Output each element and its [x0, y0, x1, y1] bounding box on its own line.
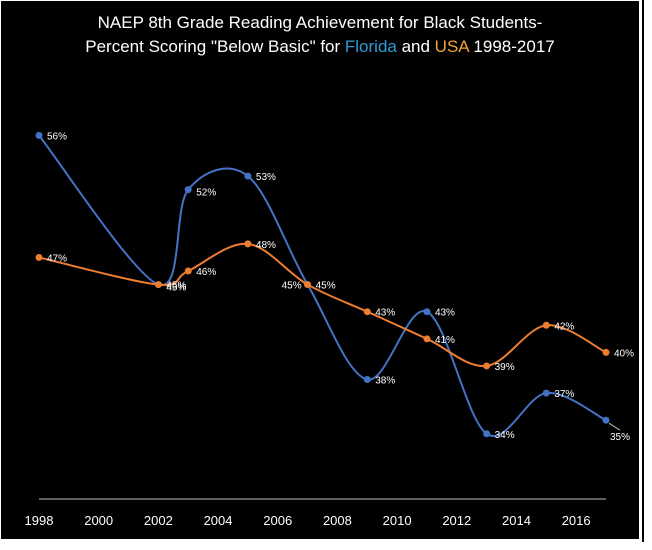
data-point-usa — [35, 253, 43, 261]
data-point-florida — [184, 186, 192, 194]
data-point-usa — [483, 362, 491, 370]
data-label-usa: 45% — [316, 281, 336, 292]
data-label-florida: 45% — [166, 281, 186, 292]
leader-line — [608, 422, 621, 431]
data-point-usa — [154, 281, 162, 289]
data-point-usa — [602, 348, 610, 356]
x-tick-label: 2010 — [383, 513, 412, 528]
data-label-usa: 48% — [256, 240, 276, 251]
x-tick-label: 2006 — [263, 513, 292, 528]
title-part-1: Percent Scoring "Below Basic" for — [85, 37, 345, 56]
data-label-usa: 39% — [495, 362, 515, 373]
series-layer — [35, 131, 610, 438]
data-label-florida: 53% — [256, 172, 276, 183]
data-point-usa — [542, 321, 550, 329]
data-label-florida: 35% — [610, 432, 630, 443]
data-point-usa — [423, 335, 431, 343]
title-part-4: USA — [434, 37, 469, 56]
title-part-2: Florida — [344, 37, 397, 56]
label-layer: 56% 45% 52% 53% 45% 38% 43% 34% 37% 35% 47% 45% 46% 4… — [47, 131, 634, 443]
x-tick-label: 2016 — [562, 513, 591, 528]
chart-title: NAEP 8th Grade Reading Achievement for B… — [1, 11, 639, 59]
data-label-florida: 52% — [196, 188, 216, 199]
data-point-florida — [602, 416, 610, 424]
x-tick-label: 2002 — [144, 513, 173, 528]
series-line-florida — [38, 134, 607, 437]
x-tick-label: 1998 — [25, 513, 54, 528]
data-label-florida: 37% — [554, 389, 574, 400]
title-part-3: and — [396, 37, 435, 56]
x-tick-label: 2012 — [442, 513, 471, 528]
data-label-florida: 34% — [495, 430, 515, 441]
data-point-usa — [363, 308, 371, 316]
chart-area: NAEP 8th Grade Reading Achievement for B… — [1, 1, 639, 539]
data-point-usa — [184, 267, 192, 275]
data-label-florida: 45% — [282, 281, 302, 292]
data-point-florida — [423, 308, 431, 316]
data-point-usa — [304, 281, 312, 289]
title-part-0: NAEP 8th Grade Reading Achievement for B… — [97, 13, 543, 32]
data-point-florida — [542, 389, 550, 397]
right-border — [642, 0, 644, 542]
series-line-usa — [38, 242, 607, 367]
data-label-florida: 38% — [375, 376, 395, 387]
data-label-usa: 47% — [47, 253, 67, 264]
data-label-usa: 46% — [196, 267, 216, 278]
x-tick-label: 2014 — [502, 513, 531, 528]
x-tick-label: 2000 — [84, 513, 113, 528]
data-point-florida — [35, 131, 43, 139]
x-tick-label: 2008 — [323, 513, 352, 528]
title-part-5: 1998-2017 — [468, 37, 555, 56]
data-label-usa: 45% — [166, 283, 186, 294]
axis-layer: 1998 2000 2002 2004 2006 2008 2010 2012 2014 2016 — [25, 498, 606, 528]
data-label-usa: 42% — [554, 321, 574, 332]
data-point-florida — [363, 376, 371, 383]
data-point-usa — [244, 240, 252, 248]
data-label-usa: 43% — [375, 308, 395, 319]
data-label-usa: 40% — [614, 348, 634, 359]
data-label-usa: 41% — [435, 335, 455, 346]
data-label-florida: 56% — [47, 131, 67, 142]
x-tick-label: 2004 — [204, 513, 233, 528]
data-point-florida — [244, 172, 252, 180]
plot-area: 1998 2000 2002 2004 2006 2008 2010 2012 2014 2016… — [25, 131, 635, 528]
data-point-florida — [483, 430, 491, 438]
data-label-florida: 43% — [435, 308, 455, 319]
